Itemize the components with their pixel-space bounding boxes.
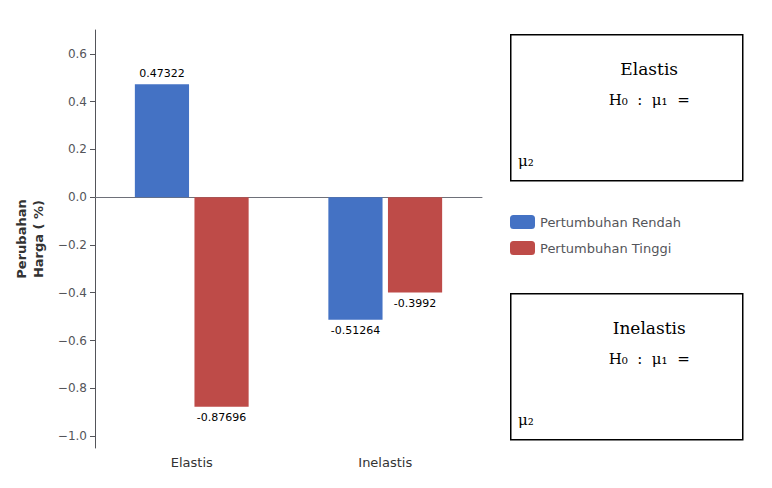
svg-text:-0.3992: -0.3992 (394, 297, 436, 310)
svg-text:-0.87696: -0.87696 (197, 411, 246, 424)
svg-text:−0.2: −0.2 (58, 238, 87, 252)
svg-text:0.2: 0.2 (68, 142, 87, 156)
svg-text:0.0: 0.0 (68, 190, 87, 204)
svg-text:Inelastis: Inelastis (613, 318, 686, 338)
svg-text:0.47322: 0.47322 (139, 67, 185, 80)
svg-text:-0.51264: -0.51264 (331, 324, 380, 337)
svg-text:H₀ : μ₁ =: H₀ : μ₁ = (609, 350, 690, 368)
svg-text:Elastis: Elastis (620, 59, 678, 79)
svg-text:Elastis: Elastis (171, 455, 213, 470)
svg-text:0.6: 0.6 (68, 47, 87, 61)
svg-text:H₀ : μ₁ =: H₀ : μ₁ = (609, 91, 690, 109)
svg-text:−0.4: −0.4 (58, 286, 87, 300)
svg-text:−1.0: −1.0 (58, 429, 87, 443)
svg-text:Pertumbuhan Tinggi: Pertumbuhan Tinggi (540, 241, 671, 256)
svg-text:−0.8: −0.8 (58, 381, 87, 395)
svg-text:μ₂: μ₂ (518, 152, 534, 170)
svg-text:0.4: 0.4 (68, 95, 87, 109)
svg-text:−0.6: −0.6 (58, 334, 87, 348)
svg-text:Perubahan: Perubahan (14, 199, 29, 278)
svg-text:Pertumbuhan Rendah: Pertumbuhan Rendah (540, 215, 681, 230)
svg-text:Harga ( %): Harga ( %) (31, 200, 46, 278)
svg-text:Inelastis: Inelastis (358, 455, 412, 470)
svg-text:μ₂: μ₂ (518, 411, 534, 429)
